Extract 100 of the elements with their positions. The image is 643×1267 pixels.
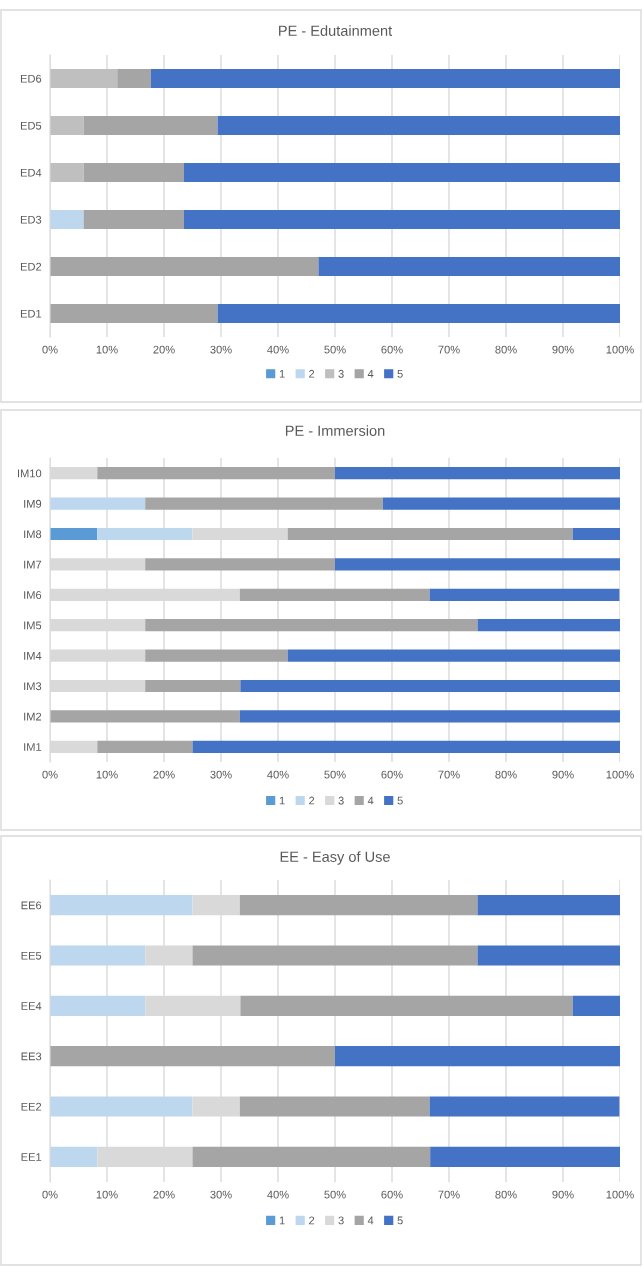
x-tick-label: 80% <box>495 1190 517 1199</box>
bar <box>83 116 218 135</box>
x-tick-label: 60% <box>381 770 403 779</box>
x-tick-label: 90% <box>552 1190 574 1199</box>
x-tick-label: 90% <box>552 345 574 354</box>
bar <box>183 163 620 182</box>
legend-label: 2 <box>309 369 315 378</box>
y-tick-label: EE2 <box>21 1102 42 1111</box>
y-tick-label: IM9 <box>24 499 42 508</box>
x-tick-label: 70% <box>438 770 460 779</box>
bar <box>240 995 573 1016</box>
chart-title: PE - Edutainment <box>279 25 393 36</box>
bar <box>145 679 241 693</box>
bar <box>145 619 478 632</box>
x-tick-label: 70% <box>438 345 460 354</box>
x-tick-label: 60% <box>381 345 403 354</box>
legend-label: 4 <box>367 1216 374 1225</box>
bar <box>150 69 620 88</box>
bar <box>50 995 146 1016</box>
y-tick-label: ED1 <box>20 309 42 318</box>
bar <box>429 588 620 601</box>
bar <box>50 1146 98 1167</box>
bar <box>335 467 620 480</box>
bar <box>239 710 620 723</box>
bar <box>145 497 383 510</box>
y-tick-label: IM5 <box>24 621 42 630</box>
legend-label: 2 <box>309 1216 315 1225</box>
x-tick-label: 100% <box>606 1190 634 1199</box>
bar <box>50 304 218 323</box>
bar <box>50 257 319 276</box>
bar <box>83 163 184 182</box>
x-tick-label: 50% <box>324 1190 346 1199</box>
y-tick-label: IM4 <box>24 651 42 660</box>
x-tick-label: 20% <box>153 1190 175 1199</box>
bar <box>477 895 620 916</box>
legend-label: 1 <box>279 1216 285 1225</box>
x-tick-label: 80% <box>495 770 517 779</box>
bar <box>145 558 335 571</box>
y-tick-label: EE6 <box>21 901 42 910</box>
x-tick-label: 100% <box>606 345 634 354</box>
legend-label: 5 <box>397 369 403 378</box>
y-tick-label: EE3 <box>21 1052 42 1061</box>
bar <box>335 1046 620 1067</box>
legend-label: 5 <box>397 1216 403 1225</box>
x-tick-label: 20% <box>153 345 175 354</box>
x-tick-label: 10% <box>96 1190 118 1199</box>
bar <box>50 116 84 135</box>
bar <box>50 1046 335 1067</box>
legend-label: 3 <box>338 796 344 805</box>
bar <box>50 710 240 723</box>
y-tick-label: EE4 <box>21 1002 42 1010</box>
bar <box>572 995 620 1016</box>
bar <box>477 945 620 966</box>
bar <box>239 895 478 916</box>
bar <box>382 497 620 510</box>
x-tick-label: 40% <box>267 770 289 779</box>
bar <box>572 527 620 541</box>
y-tick-label: IM1 <box>24 743 42 751</box>
y-tick-label: EE5 <box>21 951 42 960</box>
x-tick-label: 50% <box>324 345 346 354</box>
bar <box>50 163 84 182</box>
x-tick-label: 100% <box>606 770 634 779</box>
bar <box>239 588 430 601</box>
bar <box>192 740 620 753</box>
x-tick-label: 90% <box>552 770 574 779</box>
bar <box>97 740 193 753</box>
y-tick-label: IM6 <box>24 591 42 599</box>
x-tick-label: 30% <box>210 345 232 354</box>
x-tick-label: 40% <box>267 345 289 354</box>
x-tick-label: 10% <box>96 770 118 779</box>
legend-label: 4 <box>367 369 374 378</box>
bar <box>192 1146 431 1167</box>
x-tick-label: 20% <box>153 770 175 779</box>
x-tick-label: 50% <box>324 770 346 779</box>
x-tick-label: 0% <box>42 770 58 779</box>
bar <box>50 527 98 541</box>
bar <box>50 945 146 966</box>
bar <box>217 304 620 323</box>
y-tick-label: ED2 <box>20 262 42 271</box>
bar <box>429 1096 620 1117</box>
legend-label: 4 <box>367 796 374 805</box>
x-tick-label: 0% <box>42 1190 58 1199</box>
legend-label: 3 <box>338 369 344 378</box>
y-tick-label: IM8 <box>24 530 42 539</box>
bar <box>335 558 620 571</box>
bar <box>50 497 146 510</box>
bar <box>430 1146 620 1167</box>
chart-title: PE - Immersion <box>285 425 385 436</box>
legend-label: 3 <box>338 1216 344 1225</box>
chart-title: EE - Easy of Use <box>280 851 390 865</box>
y-tick-label: EE1 <box>21 1153 42 1161</box>
x-tick-label: 0% <box>42 345 58 354</box>
x-tick-label: 70% <box>438 1190 460 1199</box>
y-tick-label: ED4 <box>20 168 42 177</box>
bar <box>217 116 620 135</box>
y-tick-label: IM7 <box>24 560 42 569</box>
legend-label: 2 <box>309 796 315 805</box>
legend-label: 5 <box>397 796 403 805</box>
x-tick-label: 30% <box>210 1190 232 1199</box>
y-tick-label: ED3 <box>20 215 42 224</box>
